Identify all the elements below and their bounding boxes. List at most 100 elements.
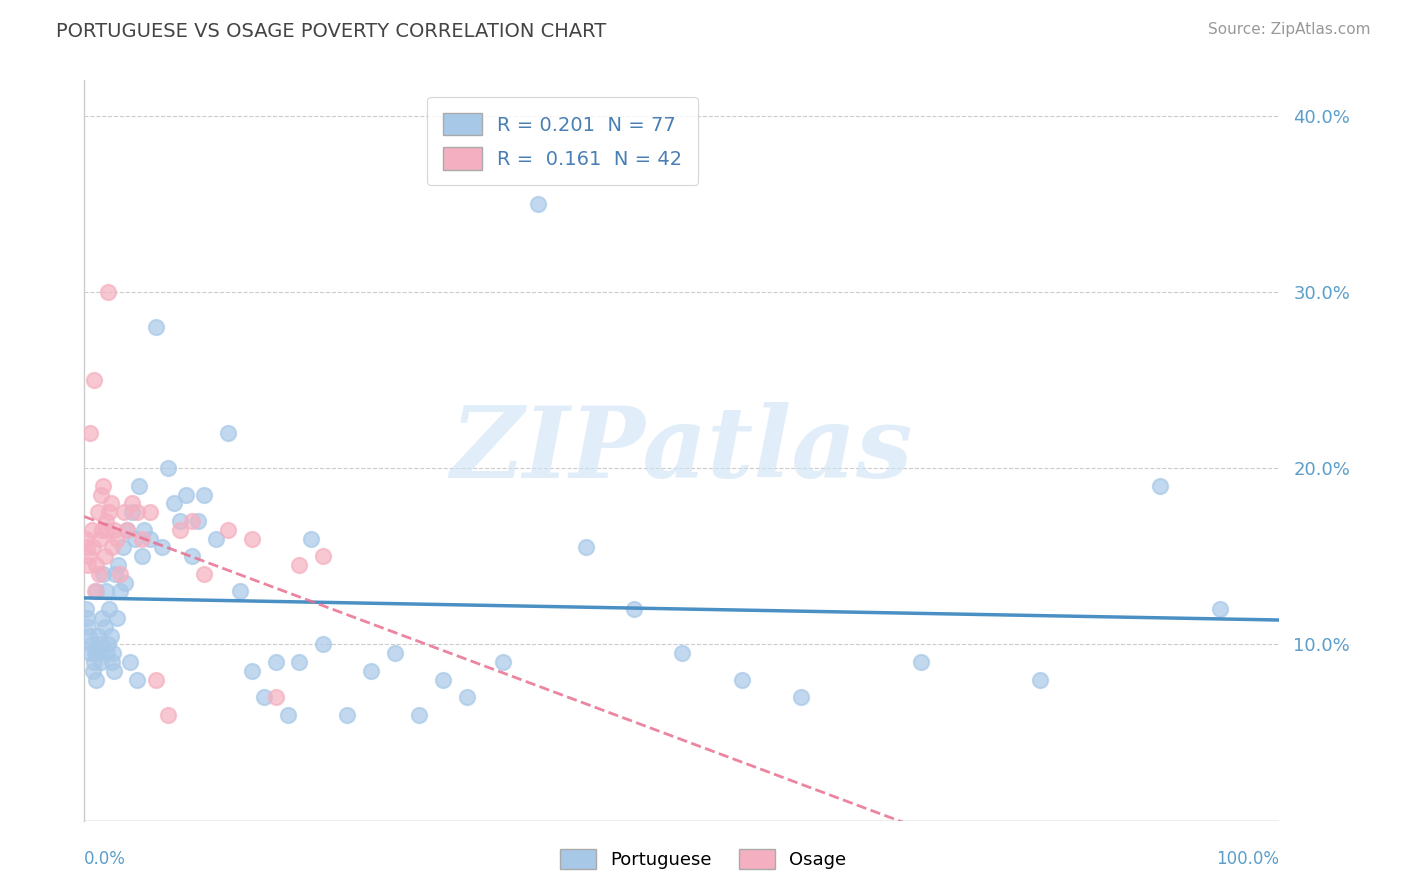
Point bbox=[312, 549, 335, 564]
Point bbox=[731, 673, 754, 687]
Point bbox=[87, 566, 110, 581]
Point bbox=[118, 655, 141, 669]
Point bbox=[93, 479, 115, 493]
Point bbox=[456, 690, 478, 705]
Text: PORTUGUESE VS OSAGE POVERTY CORRELATION CHART: PORTUGUESE VS OSAGE POVERTY CORRELATION … bbox=[56, 22, 606, 41]
Point bbox=[77, 628, 100, 642]
Point bbox=[145, 673, 167, 687]
Point bbox=[75, 602, 97, 616]
Point bbox=[145, 320, 167, 334]
Point bbox=[80, 637, 103, 651]
Point bbox=[671, 646, 693, 660]
Point bbox=[79, 425, 101, 440]
Point bbox=[131, 549, 153, 564]
Point bbox=[111, 541, 134, 555]
Text: Source: ZipAtlas.com: Source: ZipAtlas.com bbox=[1208, 22, 1371, 37]
Point bbox=[96, 646, 118, 660]
Point bbox=[169, 523, 191, 537]
Point bbox=[94, 514, 117, 528]
Point bbox=[100, 628, 122, 642]
Point bbox=[139, 505, 162, 519]
Legend: R = 0.201  N = 77, R =  0.161  N = 42: R = 0.201 N = 77, R = 0.161 N = 42 bbox=[427, 97, 697, 186]
Point bbox=[240, 664, 263, 678]
Point bbox=[86, 505, 108, 519]
Point bbox=[264, 655, 287, 669]
Point bbox=[193, 487, 215, 501]
Point bbox=[86, 628, 108, 642]
Point bbox=[87, 646, 110, 660]
Point bbox=[114, 575, 136, 590]
Point bbox=[79, 646, 101, 660]
Point bbox=[104, 566, 127, 581]
Point bbox=[93, 566, 115, 581]
Point bbox=[1029, 673, 1052, 687]
Point bbox=[527, 196, 550, 211]
Point bbox=[217, 523, 239, 537]
Text: 0.0%: 0.0% bbox=[84, 850, 127, 868]
Point bbox=[90, 487, 112, 501]
Point bbox=[124, 532, 146, 546]
Point bbox=[253, 690, 276, 705]
Point bbox=[86, 673, 108, 687]
Point bbox=[288, 558, 311, 572]
Point bbox=[77, 558, 100, 572]
Point bbox=[83, 373, 105, 387]
Point bbox=[101, 646, 124, 660]
Point bbox=[97, 285, 120, 299]
Point bbox=[128, 479, 150, 493]
Point bbox=[193, 566, 215, 581]
Point bbox=[96, 523, 118, 537]
Point bbox=[264, 690, 287, 705]
Point bbox=[181, 514, 204, 528]
Point bbox=[80, 523, 103, 537]
Point bbox=[312, 637, 335, 651]
Point bbox=[121, 505, 143, 519]
Point bbox=[105, 532, 128, 546]
Point bbox=[169, 514, 191, 528]
Legend: Portuguese, Osage: Portuguese, Osage bbox=[551, 839, 855, 879]
Point bbox=[910, 655, 932, 669]
Point bbox=[117, 523, 139, 537]
Point bbox=[1209, 602, 1232, 616]
Point bbox=[103, 523, 125, 537]
Point bbox=[93, 620, 115, 634]
Point bbox=[91, 611, 114, 625]
Point bbox=[132, 523, 156, 537]
Point bbox=[1149, 479, 1171, 493]
Point bbox=[98, 602, 121, 616]
Point bbox=[76, 611, 98, 625]
Point bbox=[100, 496, 122, 510]
Point bbox=[91, 523, 114, 537]
Point bbox=[163, 496, 186, 510]
Point bbox=[84, 646, 107, 660]
Point bbox=[174, 487, 197, 501]
Point bbox=[94, 584, 117, 599]
Point bbox=[107, 558, 129, 572]
Point bbox=[240, 532, 263, 546]
Point bbox=[77, 549, 100, 564]
Point bbox=[205, 532, 228, 546]
Point bbox=[110, 584, 132, 599]
Point bbox=[112, 505, 135, 519]
Point bbox=[187, 514, 209, 528]
Point bbox=[117, 523, 139, 537]
Point bbox=[157, 461, 180, 475]
Point bbox=[110, 566, 132, 581]
Point bbox=[408, 707, 430, 722]
Point bbox=[336, 707, 359, 722]
Point bbox=[76, 541, 98, 555]
Point bbox=[301, 532, 323, 546]
Point bbox=[790, 690, 813, 705]
Point bbox=[89, 637, 111, 651]
Point bbox=[384, 646, 406, 660]
Point bbox=[77, 620, 100, 634]
Point bbox=[150, 541, 173, 555]
Point bbox=[575, 541, 598, 555]
Point bbox=[75, 532, 97, 546]
Point bbox=[623, 602, 645, 616]
Point bbox=[103, 664, 125, 678]
Point bbox=[86, 558, 108, 572]
Point bbox=[105, 611, 128, 625]
Point bbox=[125, 505, 148, 519]
Point bbox=[181, 549, 204, 564]
